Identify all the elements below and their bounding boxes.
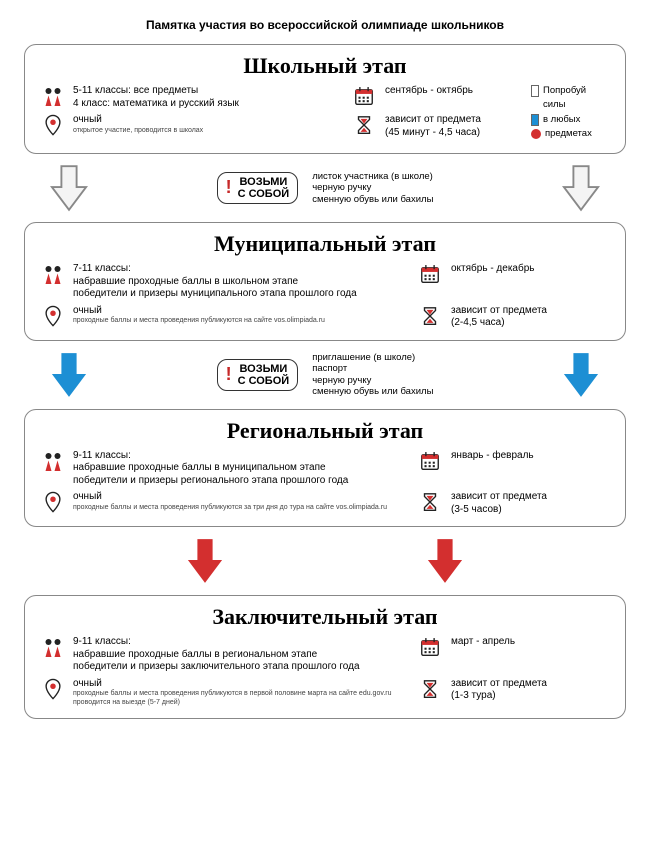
calendar-icon (415, 263, 445, 285)
stage-1-title: Школьный этап (39, 53, 611, 79)
stage-3-title: Региональный этап (39, 418, 611, 444)
pin-icon (39, 114, 67, 136)
stage-1-period: сентябрь - октябрь (385, 85, 525, 98)
stage-3-who: 9-11 классы: набравшие проходные баллы в… (73, 450, 409, 488)
arrow-down-icon (562, 164, 600, 212)
stage-2-box: Муниципальный этап 7-11 классы: набравши… (24, 222, 626, 341)
stage-1-duration: зависит от предмета (45 минут - 4,5 часа… (385, 114, 525, 139)
hourglass-icon (415, 678, 445, 700)
stage-4-who: 9-11 классы: набравшие проходные баллы в… (73, 636, 409, 674)
stage-4-title: Заключительный этап (39, 604, 611, 630)
hourglass-icon (415, 305, 445, 327)
hourglass-icon (415, 491, 445, 513)
stage-3-period: январь - февраль (451, 450, 611, 463)
stage-2-title: Муниципальный этап (39, 231, 611, 257)
stage-3-format: очный проходные баллы и места проведения… (73, 491, 409, 512)
pin-icon (39, 491, 67, 513)
bring-label: ! ВОЗЬМИС СОБОЙ (217, 359, 299, 391)
stage-1-who: 5-11 классы: все предметы 4 класс: матем… (73, 85, 343, 110)
page-title: Памятка участия во всероссийской олимпиа… (24, 18, 626, 32)
stage-1-format: очный открытое участие, проводится в шко… (73, 114, 343, 135)
people-icon (39, 450, 67, 474)
calendar-icon (415, 636, 445, 658)
arrow-down-icon (50, 164, 88, 212)
pin-icon (39, 678, 67, 700)
stage-4-duration: зависит от предмета (1-3 тура) (451, 678, 611, 703)
white-box-icon (531, 85, 539, 97)
hourglass-icon (349, 114, 379, 136)
connector-2: ! ВОЗЬМИС СОБОЙ приглашение (в школе) па… (24, 347, 626, 403)
stage-1-box: Школьный этап 5-11 классы: все предметы … (24, 44, 626, 154)
blue-box-icon (531, 114, 539, 126)
arrow-down-icon (186, 537, 224, 585)
exclamation-icon: ! (226, 177, 232, 198)
arrow-down-icon (426, 537, 464, 585)
stage-4-period: март - апрель (451, 636, 611, 649)
arrow-down-icon (562, 351, 600, 399)
connector-3 (24, 533, 626, 589)
stage-2-who: 7-11 классы: набравшие проходные баллы в… (73, 263, 409, 301)
red-dot-icon (531, 129, 541, 139)
stage-3-box: Региональный этап 9-11 классы: набравшие… (24, 409, 626, 528)
try-strength-panel: Попробуй силы в любых предметах (531, 85, 611, 140)
stage-2-format: очный проходные баллы и места проведения… (73, 305, 409, 326)
people-icon (39, 636, 67, 660)
exclamation-icon: ! (226, 364, 232, 385)
bring-items-1: листок участника (в школе) черную ручку … (304, 171, 433, 205)
stage-2-period: октябрь - декабрь (451, 263, 611, 276)
bring-label: ! ВОЗЬМИС СОБОЙ (217, 172, 299, 204)
arrow-down-icon (50, 351, 88, 399)
calendar-icon (415, 450, 445, 472)
stage-4-box: Заключительный этап 9-11 классы: набравш… (24, 595, 626, 719)
stage-2-duration: зависит от предмета (2-4,5 часа) (451, 305, 611, 330)
calendar-icon (349, 85, 379, 107)
people-icon (39, 85, 67, 109)
bring-items-2: приглашение (в школе) паспорт черную руч… (304, 352, 433, 398)
stage-3-duration: зависит от предмета (3-5 часов) (451, 491, 611, 516)
pin-icon (39, 305, 67, 327)
connector-1: ! ВОЗЬМИС СОБОЙ листок участника (в школ… (24, 160, 626, 216)
stage-4-format: очный проходные баллы и места проведения… (73, 678, 409, 708)
people-icon (39, 263, 67, 287)
